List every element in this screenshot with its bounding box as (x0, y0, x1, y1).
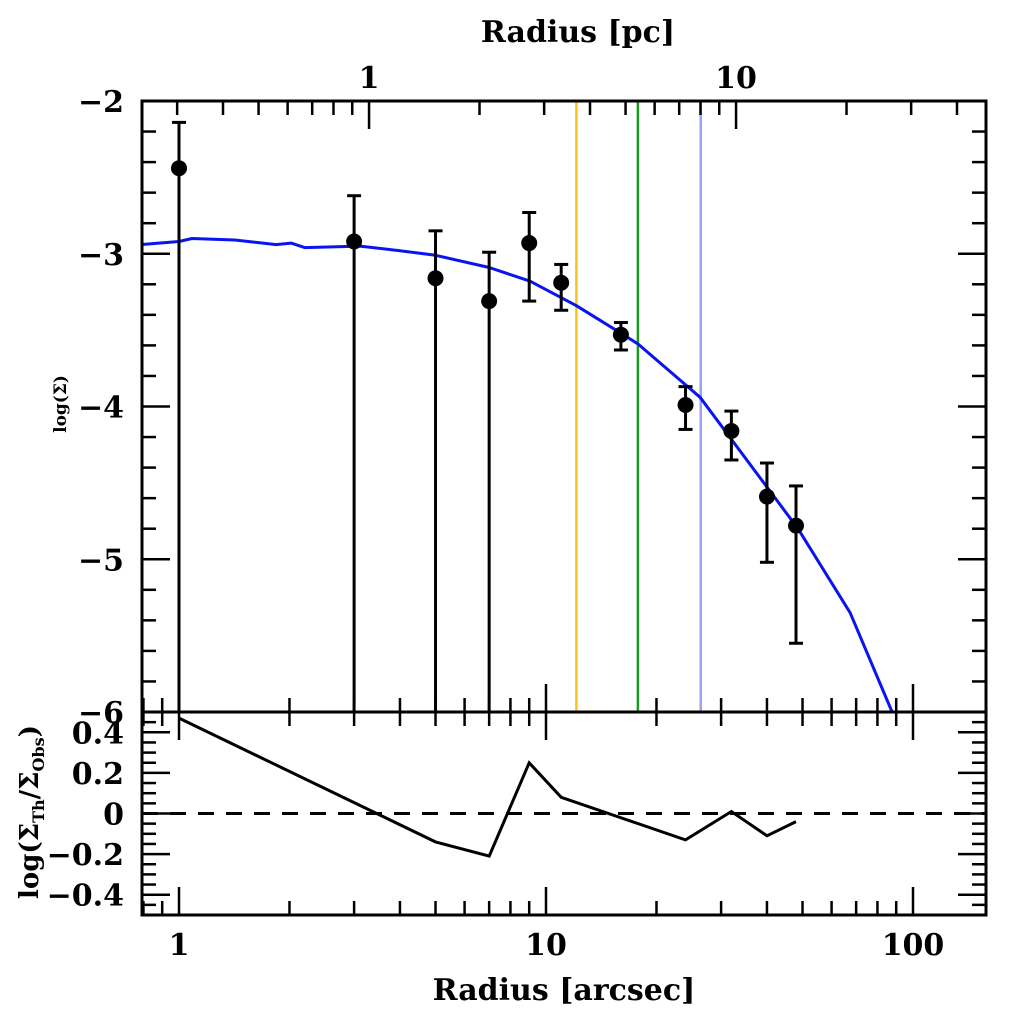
residual-line (178, 716, 797, 858)
res-title-sub-obs: Obs (29, 737, 48, 771)
x-tick-label: 100 (882, 928, 945, 963)
y-tick-label: −4 (78, 391, 124, 426)
data-point (553, 274, 570, 291)
res-title-suffix: ) (15, 725, 45, 737)
y-tick-label: −5 (78, 543, 124, 578)
res-title-mid: /Σ (15, 771, 45, 799)
data-point (723, 422, 740, 439)
res-y-tick-label: 0 (103, 798, 124, 833)
data-point (171, 160, 187, 177)
data-point (788, 517, 805, 534)
res-title-sub-th: Th (29, 799, 48, 823)
y-tick-label: −6 (78, 696, 124, 731)
res-y-tick-label: −0.2 (47, 838, 124, 873)
res-y-tick-label: 0.2 (72, 757, 124, 792)
x-tick-label: 10 (525, 928, 567, 963)
top-frame (140, 99, 988, 714)
top-y-axis-title: log(Σ) (51, 375, 71, 433)
pc-tick-label: 1 (359, 61, 380, 96)
y-tick-label: −2 (78, 85, 124, 120)
bottom-x-axis-title: Radius [arcsec] (433, 973, 696, 1008)
residual-y-axis-title: log(ΣTh/ΣObs) (15, 725, 48, 899)
data-point (346, 233, 363, 250)
pc-tick-label: 10 (715, 61, 757, 96)
data-point (427, 270, 444, 287)
res-title-prefix: log(Σ (15, 823, 45, 899)
residual-panel: 1 10 100 0.4 0.2 0 −0.2 −0.4 (47, 710, 988, 963)
data-point (521, 235, 538, 252)
data-point (677, 396, 694, 413)
top-panel: 1 10 −2 −3 −4 −5 −6 (78, 61, 988, 731)
top-x-axis-title: Radius [pc] (481, 15, 675, 50)
y-tick-label: −3 (78, 238, 124, 273)
data-point (481, 293, 498, 310)
model-curve (142, 237, 894, 712)
res-y-tick-label: 0.4 (72, 716, 124, 751)
data-point (612, 326, 629, 343)
x-tick-label: 1 (169, 928, 190, 963)
res-y-tick-label: −0.4 (47, 879, 124, 914)
data-point (758, 488, 775, 505)
